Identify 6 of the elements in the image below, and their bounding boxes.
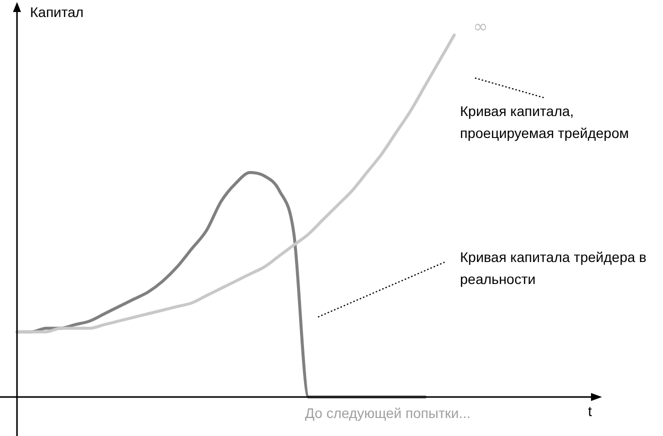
text: Кривая капитала трейдера в реальности xyxy=(460,248,646,287)
annotation: ∞ xyxy=(473,16,488,38)
text: До следующей попытки... xyxy=(305,404,471,421)
x-axis-title: t xyxy=(588,402,592,419)
y-axis-title: Капитал xyxy=(30,4,84,20)
text: Кривая капитала, проецируемая трейдером xyxy=(460,102,629,141)
